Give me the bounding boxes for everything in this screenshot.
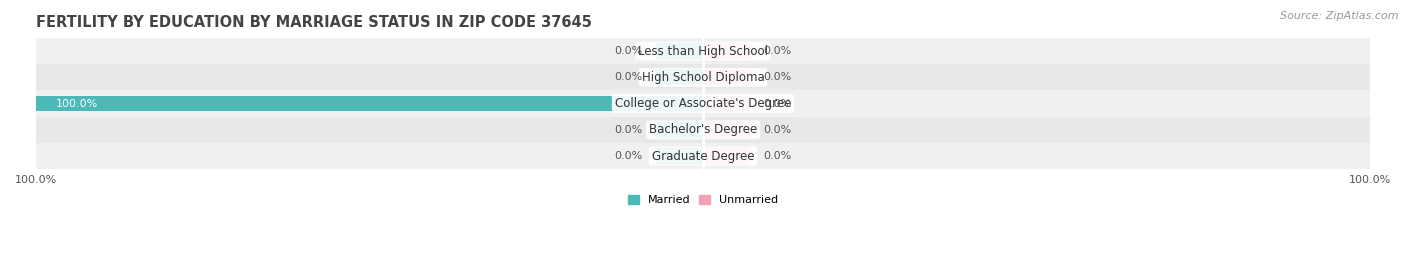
Text: 100.0%: 100.0% [56,98,98,109]
Text: 0.0%: 0.0% [763,125,792,135]
Bar [703,69,749,85]
Text: 0.0%: 0.0% [763,46,792,56]
Text: College or Associate's Degree: College or Associate's Degree [614,97,792,110]
Bar [657,43,703,59]
Text: Source: ZipAtlas.com: Source: ZipAtlas.com [1281,11,1399,21]
Text: 0.0%: 0.0% [763,98,792,109]
Bar [657,69,703,85]
Bar [37,117,1369,143]
Text: 0.0%: 0.0% [763,151,792,161]
Text: 0.0%: 0.0% [763,72,792,82]
Bar [37,64,1369,90]
Text: Less than High School: Less than High School [638,45,768,58]
Bar [37,143,1369,169]
Text: 0.0%: 0.0% [614,151,643,161]
Legend: Married, Unmarried: Married, Unmarried [623,190,783,210]
Bar [657,148,703,164]
Bar [703,122,749,138]
Text: Graduate Degree: Graduate Degree [652,150,754,162]
Bar [703,43,749,59]
Bar [37,90,1369,117]
Bar [37,96,703,111]
Bar [703,148,749,164]
Text: 0.0%: 0.0% [614,125,643,135]
Bar [657,122,703,138]
Text: 0.0%: 0.0% [614,72,643,82]
Bar [703,96,749,111]
Text: 0.0%: 0.0% [614,46,643,56]
Text: Bachelor's Degree: Bachelor's Degree [650,123,756,136]
Text: High School Diploma: High School Diploma [641,71,765,84]
Bar [37,38,1369,64]
Text: FERTILITY BY EDUCATION BY MARRIAGE STATUS IN ZIP CODE 37645: FERTILITY BY EDUCATION BY MARRIAGE STATU… [37,15,592,30]
